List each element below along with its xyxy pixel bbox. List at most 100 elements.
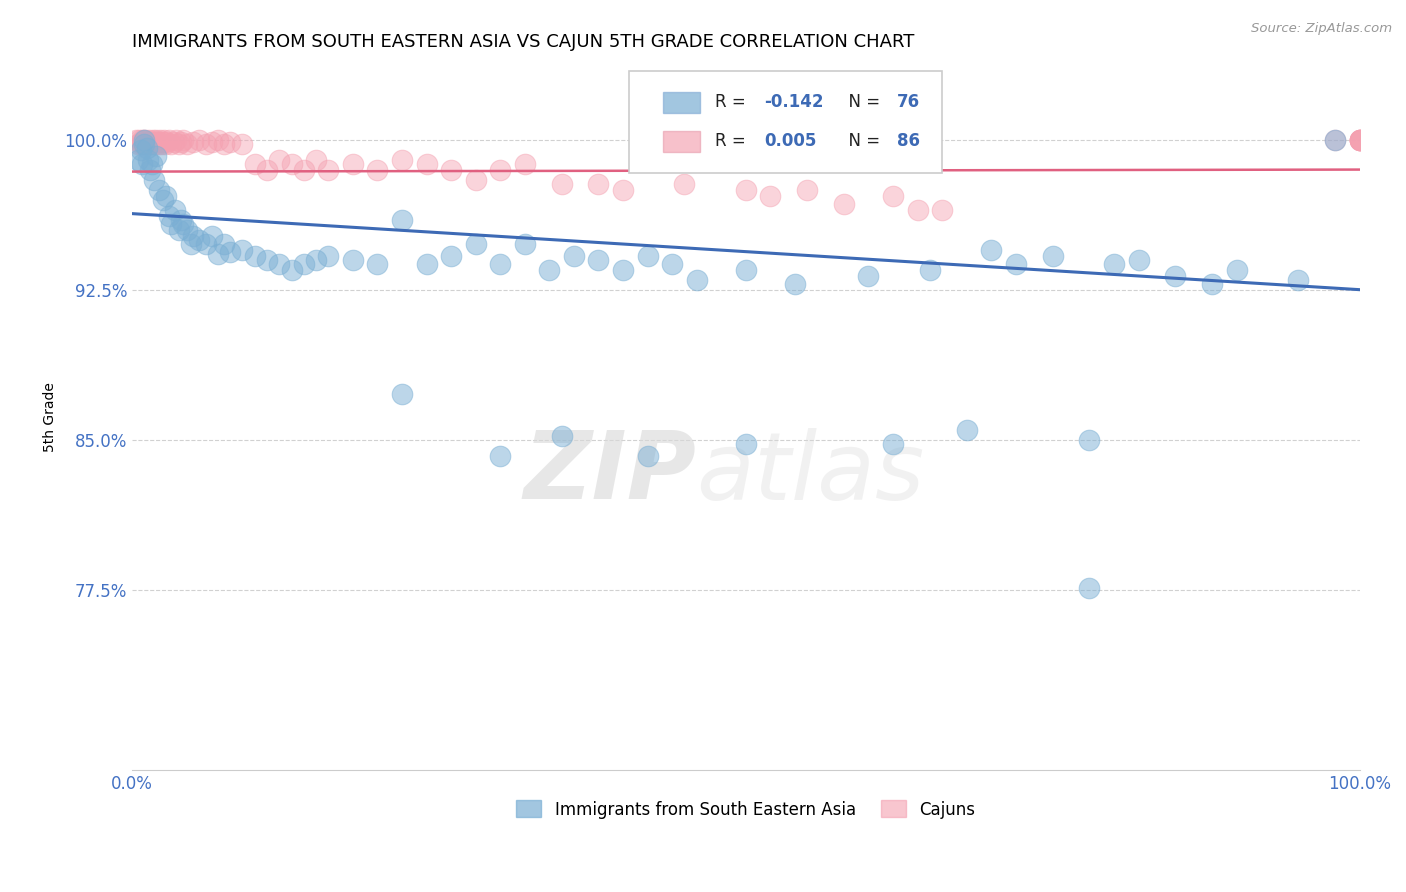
Point (194, 236, 217, 251)
Point (163, 135, 186, 149)
Point (131, 156, 153, 170)
Point (153, 136, 176, 151)
FancyBboxPatch shape (664, 130, 700, 152)
Point (167, 222, 190, 236)
Point (673, 177, 696, 191)
Point (269, 153, 291, 167)
Point (201, 135, 224, 149)
Point (882, 437, 904, 451)
Text: 86: 86 (897, 132, 920, 150)
Point (391, 386, 413, 401)
Y-axis label: 5th Grade: 5th Grade (44, 382, 58, 451)
Point (1102, 257, 1125, 271)
Point (160, 217, 183, 231)
Point (366, 257, 388, 271)
Point (173, 217, 195, 231)
Point (588, 177, 610, 191)
Point (1128, 252, 1150, 267)
Point (176, 222, 198, 236)
Point (280, 156, 302, 170)
Point (832, 196, 855, 211)
Point (201, 228, 224, 243)
Point (415, 257, 437, 271)
Point (155, 188, 177, 202)
Point (980, 243, 1002, 257)
Point (176, 136, 198, 151)
Point (489, 257, 512, 271)
Point (219, 135, 242, 149)
Point (1348, 132, 1371, 146)
Point (157, 132, 180, 146)
Point (1201, 277, 1223, 291)
Point (207, 246, 229, 260)
Point (212, 136, 235, 151)
Point (150, 136, 173, 151)
Text: R =: R = (716, 132, 751, 150)
Point (550, 429, 572, 443)
Point (256, 252, 278, 267)
Point (858, 268, 880, 283)
Point (759, 188, 782, 202)
Point (139, 136, 162, 151)
Point (1348, 132, 1371, 146)
Point (143, 135, 166, 149)
Point (292, 257, 315, 271)
Point (1348, 132, 1371, 146)
Point (956, 423, 979, 437)
Point (612, 183, 634, 197)
Point (269, 257, 291, 271)
Point (128, 132, 150, 146)
Point (143, 136, 166, 151)
Point (305, 153, 328, 167)
Point (734, 183, 756, 197)
Text: R =: R = (716, 94, 751, 112)
Point (243, 249, 266, 263)
Point (489, 162, 512, 177)
Point (562, 249, 585, 263)
Point (1323, 132, 1346, 146)
Point (318, 162, 340, 177)
Point (440, 249, 463, 263)
Point (207, 132, 229, 146)
Point (391, 153, 413, 167)
Point (124, 132, 146, 146)
Point (148, 183, 170, 197)
Point (734, 262, 756, 277)
Point (366, 162, 388, 177)
Point (194, 136, 217, 151)
Point (136, 153, 159, 167)
Point (170, 135, 193, 149)
Point (685, 273, 707, 287)
Point (134, 136, 156, 151)
Point (1042, 249, 1064, 263)
Text: atlas: atlas (696, 428, 925, 519)
Point (134, 136, 156, 151)
Point (173, 132, 195, 146)
Point (734, 437, 756, 451)
Point (280, 262, 302, 277)
FancyBboxPatch shape (628, 70, 942, 173)
Point (588, 252, 610, 267)
Text: ZIP: ZIP (523, 427, 696, 519)
Point (415, 156, 437, 170)
Point (1348, 132, 1371, 146)
Point (464, 236, 486, 251)
Point (391, 212, 413, 227)
Text: N =: N = (838, 132, 886, 150)
Point (141, 156, 163, 170)
Point (1078, 581, 1101, 595)
Point (212, 236, 235, 251)
Point (305, 252, 328, 267)
Point (1286, 273, 1309, 287)
Point (149, 132, 172, 146)
Point (157, 209, 180, 223)
Point (136, 135, 159, 149)
Point (152, 135, 174, 149)
Point (513, 156, 536, 170)
Point (148, 135, 170, 149)
Point (292, 162, 315, 177)
Point (637, 249, 659, 263)
Point (1226, 262, 1249, 277)
Point (342, 156, 364, 170)
Text: -0.142: -0.142 (763, 94, 824, 112)
